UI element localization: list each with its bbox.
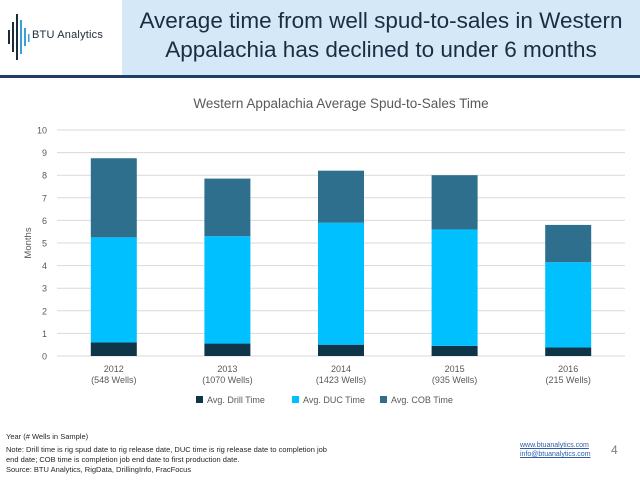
logo-text: BTU Analytics: [32, 29, 104, 41]
bar-2014-avg-cob-time: [318, 170, 364, 223]
x-tick-label-2013: 2013: [217, 364, 237, 374]
footnote-note: Note: Drill time is rig spud date to rig…: [6, 445, 327, 464]
x-tick-sublabel-2014: (1423 Wells): [316, 375, 366, 385]
y-tick-label-1: 1: [42, 329, 47, 339]
bar-2014-avg-duc-time: [318, 222, 364, 345]
legend-swatch-avg-cob-time: [380, 396, 387, 403]
bar-2012-avg-duc-time: [90, 237, 137, 343]
x-tick-label-2012: 2012: [104, 364, 124, 374]
bar-2016-avg-duc-time: [545, 262, 592, 348]
y-tick-label-8: 8: [42, 171, 47, 181]
bar-2015-avg-cob-time: [431, 175, 478, 230]
website-link[interactable]: www.btuanalytics.com: [520, 442, 589, 449]
x-tick-label-2015: 2015: [445, 364, 465, 374]
page-title-line-2: Appalachia has declined to under 6 month…: [165, 37, 597, 62]
y-tick-label-10: 10: [37, 126, 47, 136]
x-tick-sublabel-2013: (1070 Wells): [202, 375, 252, 385]
y-tick-label-3: 3: [42, 284, 47, 294]
bar-2016-avg-cob-time: [545, 224, 592, 263]
logo: BTU Analytics: [0, 0, 122, 75]
legend-swatch-avg-duc-time: [292, 396, 299, 403]
bar-2012-avg-drill-time: [90, 342, 137, 356]
x-tick-sublabel-2012: (548 Wells): [91, 375, 136, 385]
y-tick-label-2: 2: [42, 306, 47, 316]
header-banner: BTU Analytics Average time from well spu…: [0, 0, 640, 75]
bar-2013-avg-cob-time: [204, 178, 251, 237]
y-tick-label-4: 4: [42, 261, 47, 271]
stacked-bar-chart: Western Appalachia Average Spud-to-Sales…: [23, 96, 625, 405]
page-title: Average time from well spud-to-sales in …: [122, 6, 640, 64]
footnote-year-label: Year (# Wells in Sample): [6, 432, 89, 441]
bar-2014-avg-drill-time: [318, 344, 364, 356]
footnote-source: Source: BTU Analytics, RigData, Drilling…: [6, 465, 192, 474]
page-number: 4: [611, 443, 618, 457]
logo-bars-icon: [8, 14, 30, 60]
y-tick-label-7: 7: [42, 193, 47, 203]
page-title-line-1: Average time from well spud-to-sales in …: [139, 8, 623, 33]
bar-2012-avg-cob-time: [90, 158, 137, 238]
y-tick-label-5: 5: [42, 239, 47, 249]
bar-2015-avg-duc-time: [431, 229, 478, 346]
x-tick-sublabel-2015: (935 Wells): [432, 375, 477, 385]
bar-2015-avg-drill-time: [431, 345, 478, 356]
bar-2013-avg-drill-time: [204, 343, 251, 356]
header-rule: [0, 75, 640, 78]
y-tick-label-9: 9: [42, 148, 47, 158]
y-axis-label: Months: [23, 227, 34, 258]
chart-title: Western Appalachia Average Spud-to-Sales…: [193, 96, 488, 111]
email-link[interactable]: info@btuanalytics.com: [520, 451, 591, 458]
legend-label-avg-duc-time: Avg. DUC Time: [303, 395, 365, 405]
legend-swatch-avg-drill-time: [196, 396, 203, 403]
legend-label-avg-cob-time: Avg. COB Time: [391, 395, 453, 405]
bar-2016-avg-drill-time: [545, 347, 592, 356]
x-tick-label-2014: 2014: [331, 364, 351, 374]
bar-2013-avg-duc-time: [204, 236, 251, 344]
x-tick-sublabel-2016: (215 Wells): [546, 375, 591, 385]
y-tick-label-0: 0: [42, 352, 47, 362]
legend-label-avg-drill-time: Avg. Drill Time: [207, 395, 265, 405]
y-tick-label-6: 6: [42, 216, 47, 226]
x-tick-label-2016: 2016: [558, 364, 578, 374]
